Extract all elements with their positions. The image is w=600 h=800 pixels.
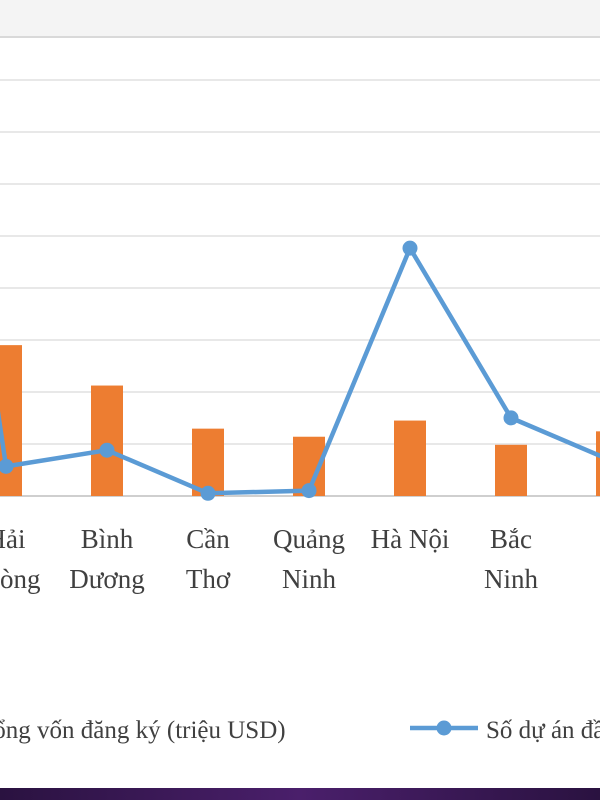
legend-line-label: Số dự án đầu tư: [486, 717, 600, 744]
category-label: Ninh: [282, 564, 337, 594]
line-point: [503, 410, 519, 426]
combo-chart: Hải Phòng Bình Dương Cần Thơ Quảng Ninh Hà Nội Bắ…: [0, 79, 600, 744]
bar: [192, 428, 224, 496]
gridlines: [0, 79, 600, 497]
line-path: [0, 245, 600, 496]
category-label: Bắc: [490, 524, 532, 554]
bottom-bar: [0, 788, 600, 800]
category-label: Quảng: [273, 524, 345, 554]
category-label: Cần: [186, 524, 230, 554]
category-label: Hà Nội: [371, 524, 450, 554]
line-point: [402, 240, 418, 256]
category-label: Dương: [69, 564, 144, 594]
line-point: [200, 485, 216, 501]
top-margin: [0, 0, 600, 36]
line-point: [0, 458, 14, 474]
line-point: [301, 483, 317, 499]
category-labels: Hải Phòng Bình Dương Cần Thơ Quảng Ninh Hà Nội Bắ…: [0, 524, 539, 594]
category-label: Ninh: [484, 564, 539, 594]
bar: [0, 345, 22, 496]
line-point: [99, 442, 115, 458]
bar: [91, 385, 123, 496]
chart-panel: Hải Phòng Bình Dương Cần Thơ Quảng Ninh Hà Nội Bắ…: [0, 36, 600, 790]
bar: [394, 420, 426, 496]
category-label: Bình: [81, 524, 134, 554]
bar: [596, 431, 600, 496]
line-series: [0, 240, 600, 501]
category-label: Hải: [0, 524, 25, 554]
bar: [495, 444, 527, 496]
category-label: Phòng: [0, 564, 41, 594]
legend: Tổng vốn đăng ký (triệu USD) Số dự án đầu…: [0, 717, 600, 744]
category-label: Thơ: [186, 564, 231, 594]
legend-bar-label: Tổng vốn đăng ký (triệu USD): [0, 717, 286, 744]
legend-point-swatch: [436, 720, 452, 736]
